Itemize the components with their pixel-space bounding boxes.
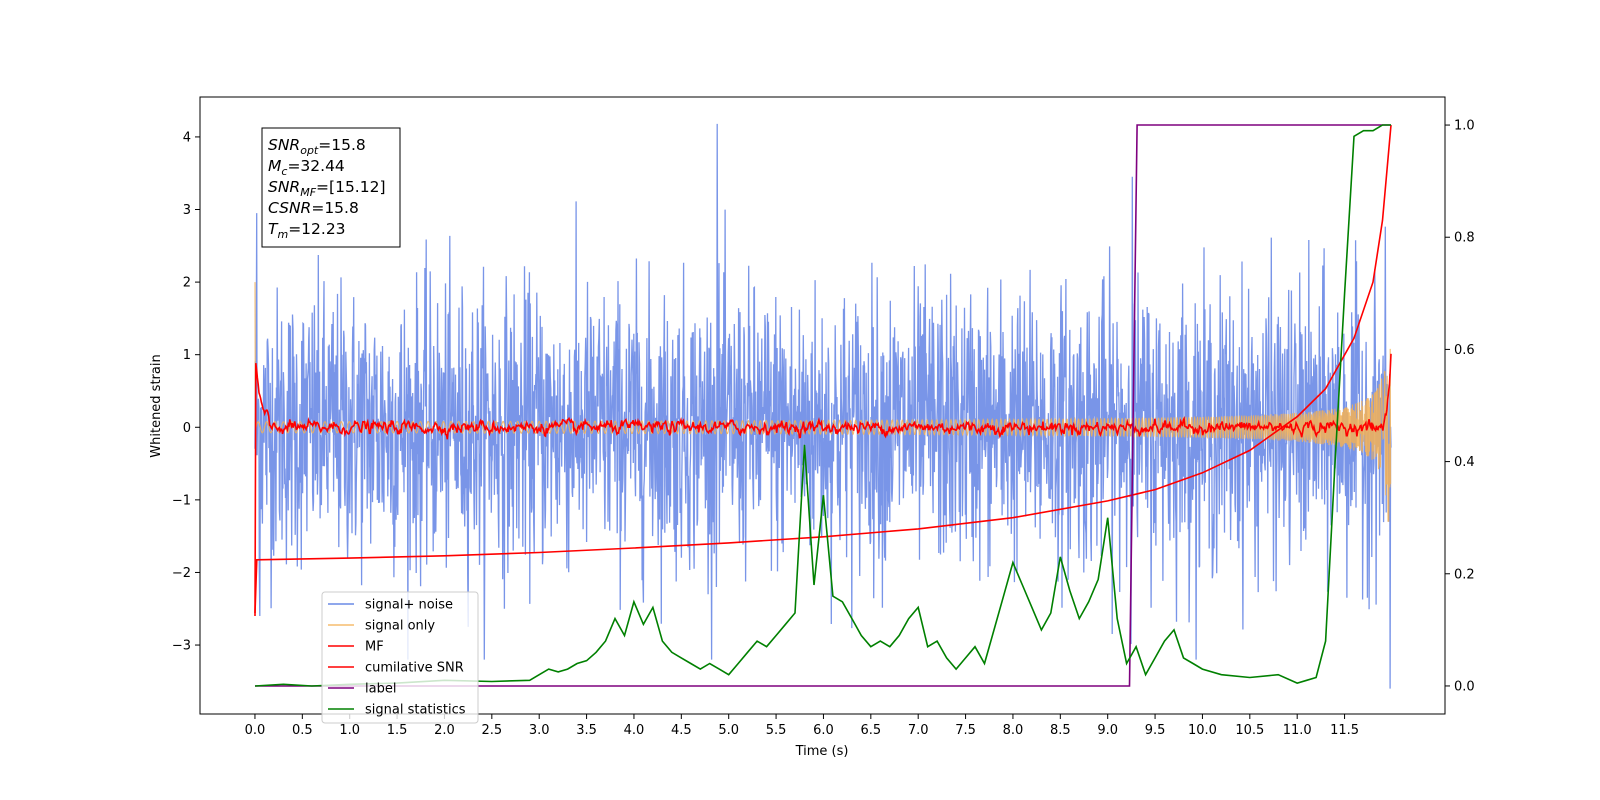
x-tick-label: 5.5 xyxy=(766,723,787,738)
stats-annotation-line: Tm=12.23 xyxy=(268,220,346,241)
x-axis: 0.0 0.5 1.0 1.5 2.0 2.5 3.0 3.5 4.0 4.5 5.0 5.5 6.0 6… xyxy=(245,714,1359,738)
x-tick-label: 6.0 xyxy=(813,723,834,738)
x-tick-label: 7.0 xyxy=(908,723,929,738)
x-tick-label: 2.0 xyxy=(434,723,455,738)
stats-annotation-box: SNRopt=15.8Mc=32.44SNRMF=[15.12]CSNR=15.… xyxy=(261,127,401,248)
series-layer xyxy=(254,123,1392,689)
legend-entry-label: MF xyxy=(365,640,384,655)
x-tick-label: 11.5 xyxy=(1330,723,1359,738)
legend: signal+ noise signal only MF cumilative SNR… xyxy=(321,591,479,724)
series-cumulative-snr xyxy=(254,124,1392,614)
y-tick-label-left: 0 xyxy=(183,421,191,436)
stats-annotation-line: SNRopt=15.8 xyxy=(268,136,366,157)
x-tick-label: 4.0 xyxy=(624,723,645,738)
stats-annotation-line: Mc=32.44 xyxy=(268,157,345,178)
y-tick-label-right: 0.0 xyxy=(1454,679,1475,694)
legend-entry-label: signal statistics xyxy=(365,703,466,718)
plot-frame xyxy=(199,96,1446,715)
x-tick-label: 9.5 xyxy=(1145,723,1166,738)
y-tick-label-left: 3 xyxy=(183,203,191,218)
series-signal-statistics xyxy=(254,124,1391,687)
stats-annotation-line: CSNR=15.8 xyxy=(268,199,359,217)
y-axis-right: 1.0 0.8 0.6 0.4 0.2 0.0 xyxy=(1445,119,1475,694)
legend-entry-label: label xyxy=(365,682,396,697)
x-tick-label: 0.5 xyxy=(292,723,313,738)
series-signal-plus-noise xyxy=(254,123,1392,689)
x-tick-label: 3.0 xyxy=(529,723,550,738)
y-tick-label-right: 0.2 xyxy=(1454,567,1475,582)
legend-frame xyxy=(321,591,479,724)
y-tick-label-left: 1 xyxy=(183,348,191,363)
x-tick-label: 5.0 xyxy=(718,723,739,738)
y-axis-left: 4 3 2 1 0 −1 −2 −3 xyxy=(172,130,200,654)
series-signal-only xyxy=(254,282,1392,522)
y-tick-label-right: 0.6 xyxy=(1454,343,1475,358)
x-tick-label: 2.5 xyxy=(481,723,502,738)
stats-annotation-line: SNRMF=[15.12] xyxy=(268,178,386,199)
y-axis-label-left: Whitened strain xyxy=(149,354,164,457)
x-tick-label: 4.5 xyxy=(671,723,692,738)
y-tick-label-right: 1.0 xyxy=(1454,119,1475,134)
x-tick-label: 0.0 xyxy=(245,723,266,738)
legend-entry-label: signal+ noise xyxy=(365,598,453,613)
y-tick-label-left: −2 xyxy=(172,566,191,581)
legend-entry-label: signal only xyxy=(365,619,435,634)
y-tick-label-left: −3 xyxy=(172,639,191,654)
series-label xyxy=(255,124,1391,687)
x-tick-label: 7.5 xyxy=(955,723,976,738)
x-tick-label: 1.0 xyxy=(339,723,360,738)
x-tick-label: 6.5 xyxy=(860,723,881,738)
y-tick-label-left: 4 xyxy=(183,130,191,145)
y-tick-label-left: −1 xyxy=(172,493,191,508)
y-tick-label-left: 2 xyxy=(183,276,191,291)
x-axis-label: Time (s) xyxy=(795,744,849,759)
x-tick-label: 3.5 xyxy=(576,723,597,738)
series-mf xyxy=(254,353,1392,617)
y-tick-label-right: 0.8 xyxy=(1454,231,1475,246)
y-tick-label-right: 0.4 xyxy=(1454,455,1475,470)
x-tick-label: 8.0 xyxy=(1003,723,1024,738)
x-tick-label: 10.5 xyxy=(1235,723,1264,738)
x-tick-label: 8.5 xyxy=(1050,723,1071,738)
x-tick-label: 9.0 xyxy=(1097,723,1118,738)
legend-entry-label: cumilative SNR xyxy=(365,661,464,676)
x-tick-label: 1.5 xyxy=(387,723,408,738)
x-tick-label: 11.0 xyxy=(1283,723,1312,738)
x-tick-label: 10.0 xyxy=(1188,723,1217,738)
